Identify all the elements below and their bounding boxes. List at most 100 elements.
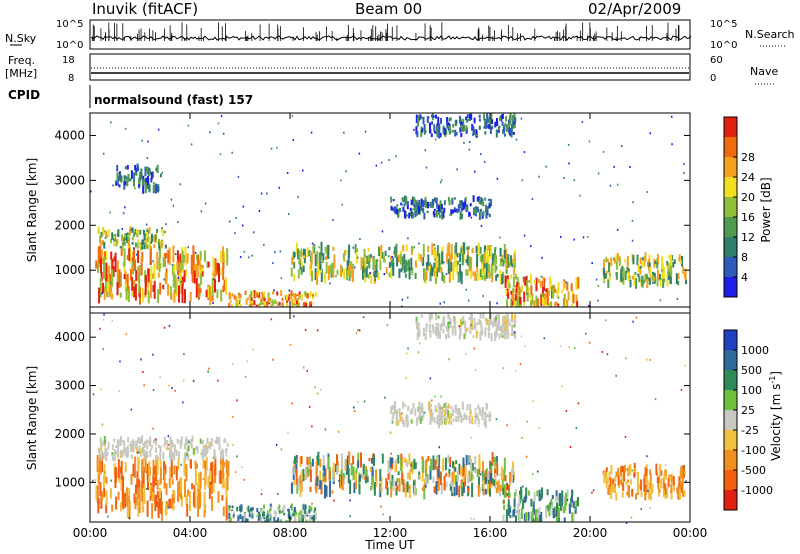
echo-cell	[269, 298, 272, 300]
echo-cell	[532, 518, 535, 522]
echo-cell	[210, 462, 213, 471]
echo-cell	[241, 466, 243, 469]
echo-cell	[147, 140, 149, 143]
echo-cell	[142, 447, 145, 456]
echo-cell	[100, 271, 103, 282]
echo-cell	[346, 249, 349, 254]
echo-cell	[290, 290, 293, 296]
echo-cell	[341, 203, 343, 206]
echo-cell	[507, 329, 510, 339]
echo-cell	[333, 254, 336, 269]
echo-cell	[216, 439, 219, 445]
echo-cell	[214, 440, 217, 444]
echo-cell	[172, 272, 175, 288]
y-tick-label: 4000	[54, 330, 85, 344]
echo-cell	[435, 326, 438, 332]
echo-cell	[248, 512, 251, 518]
echo-cell	[631, 469, 634, 472]
echo-cell	[122, 212, 125, 215]
echo-cell	[413, 246, 415, 249]
echo-cell	[524, 345, 526, 348]
echo-cell	[685, 480, 687, 483]
echo-cell	[349, 515, 351, 518]
echo-cell	[198, 259, 201, 265]
echo-cell	[190, 459, 192, 469]
echo-cell	[204, 450, 207, 458]
echo-cell	[470, 436, 472, 439]
echo-cell	[327, 265, 330, 280]
echo-cell	[479, 409, 482, 416]
echo-cell	[107, 265, 110, 281]
echo-cell	[564, 297, 567, 307]
echo-cell	[507, 318, 510, 325]
echo-cell	[514, 314, 517, 322]
echo-cell	[481, 330, 484, 336]
echo-cell	[446, 326, 449, 332]
echo-cell	[358, 475, 361, 482]
echo-cell	[506, 313, 509, 321]
echo-cell	[419, 406, 422, 413]
echo-cell	[208, 367, 210, 370]
echo-cell	[629, 464, 632, 475]
echo-cell	[162, 229, 165, 236]
echo-cell	[153, 280, 156, 299]
echo-cell	[162, 477, 165, 480]
echo-cell	[124, 234, 126, 239]
echo-cell	[372, 258, 375, 270]
echo-cell	[560, 498, 562, 511]
echo-cell	[115, 445, 118, 448]
echo-cell	[169, 498, 172, 509]
echo-cell	[144, 179, 147, 185]
echo-cell	[648, 277, 651, 285]
echo-cell	[455, 416, 458, 423]
echo-cell	[261, 512, 264, 517]
echo-cell	[670, 488, 673, 500]
echo-cell	[437, 261, 440, 273]
echo-cell	[199, 471, 202, 489]
echo-cell	[661, 266, 664, 271]
echo-cell	[338, 480, 340, 482]
echo-cell	[504, 315, 507, 323]
echo-cell	[670, 265, 673, 277]
echo-cell	[217, 491, 220, 503]
echo-cell	[220, 289, 223, 302]
echo-cell	[419, 254, 422, 260]
echo-cell	[303, 254, 305, 258]
echo-cell	[517, 503, 520, 517]
echo-cell	[299, 475, 302, 488]
echo-cell	[649, 507, 651, 510]
echo-cell	[483, 126, 486, 129]
echo-cell	[440, 267, 443, 274]
echo-cell	[478, 125, 481, 130]
echo-cell	[513, 324, 516, 328]
echo-cell	[207, 445, 210, 448]
echo-cell	[174, 274, 177, 294]
echo-cell	[477, 418, 480, 425]
echo-cell	[149, 280, 152, 299]
echo-cell	[159, 445, 162, 452]
echo-cell	[554, 506, 556, 515]
echo-cell	[522, 277, 525, 283]
echo-cell	[508, 119, 510, 124]
echo-cell	[180, 436, 183, 444]
echo-cell	[337, 430, 340, 433]
echo-cell	[641, 277, 644, 286]
echo-cell	[297, 196, 299, 199]
echo-cell	[482, 407, 484, 414]
echo-cell	[194, 251, 197, 254]
echo-cell	[404, 195, 406, 202]
echo-cell	[417, 406, 419, 412]
echo-cell	[371, 458, 374, 464]
echo-cell	[404, 403, 407, 407]
echo-cell	[569, 446, 572, 448]
echo-cell	[141, 480, 143, 502]
echo-cell	[616, 183, 619, 186]
echo-cell	[287, 508, 290, 512]
echo-cell	[368, 457, 371, 462]
echo-cell	[509, 471, 511, 484]
echo-cell	[241, 515, 244, 522]
echo-cell	[383, 255, 386, 263]
echo-cell	[380, 244, 383, 252]
echo-cell	[538, 507, 541, 515]
echo-cell	[618, 256, 621, 260]
